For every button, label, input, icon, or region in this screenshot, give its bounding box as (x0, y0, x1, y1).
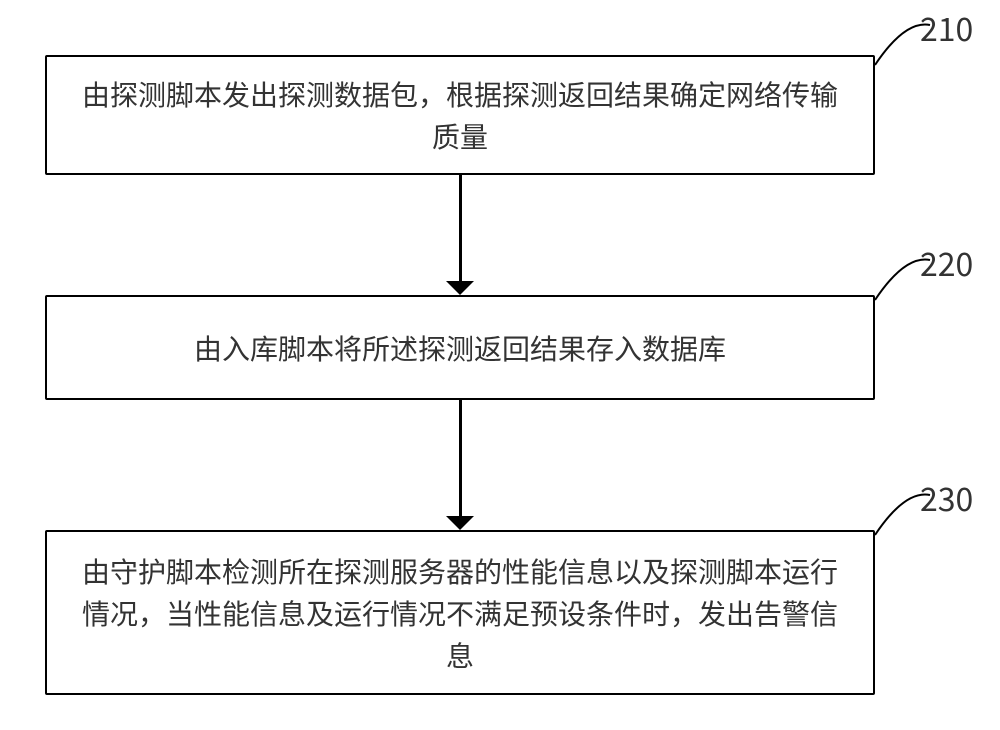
arrow-head-icon (446, 516, 474, 530)
step-label-230-text: 230 (920, 475, 973, 521)
arrow-head-icon (446, 281, 474, 295)
flow-node-230: 由守护脚本检测所在探测服务器的性能信息以及探测脚本运行情况，当性能信息及运行情况… (45, 530, 875, 695)
flow-node-230-text: 由守护脚本检测所在探测服务器的性能信息以及探测脚本运行情况，当性能信息及运行情况… (71, 550, 849, 676)
step-label-220-text: 220 (920, 240, 973, 286)
arrow-220-to-230 (459, 400, 462, 516)
arrow-210-to-220 (459, 175, 462, 281)
step-label-210: 210 (920, 5, 973, 51)
step-label-210-text: 210 (920, 5, 973, 51)
flow-node-220-text: 由入库脚本将所述探测返回结果存入数据库 (194, 327, 726, 369)
flowchart-canvas: 由探测脚本发出探测数据包，根据探测返回结果确定网络传输质量 由入库脚本将所述探测… (0, 0, 1000, 730)
flow-node-210-text: 由探测脚本发出探测数据包，根据探测返回结果确定网络传输质量 (71, 73, 849, 157)
flow-node-220: 由入库脚本将所述探测返回结果存入数据库 (45, 295, 875, 400)
flow-node-210: 由探测脚本发出探测数据包，根据探测返回结果确定网络传输质量 (45, 55, 875, 175)
step-label-230: 230 (920, 475, 973, 521)
step-label-220: 220 (920, 240, 973, 286)
